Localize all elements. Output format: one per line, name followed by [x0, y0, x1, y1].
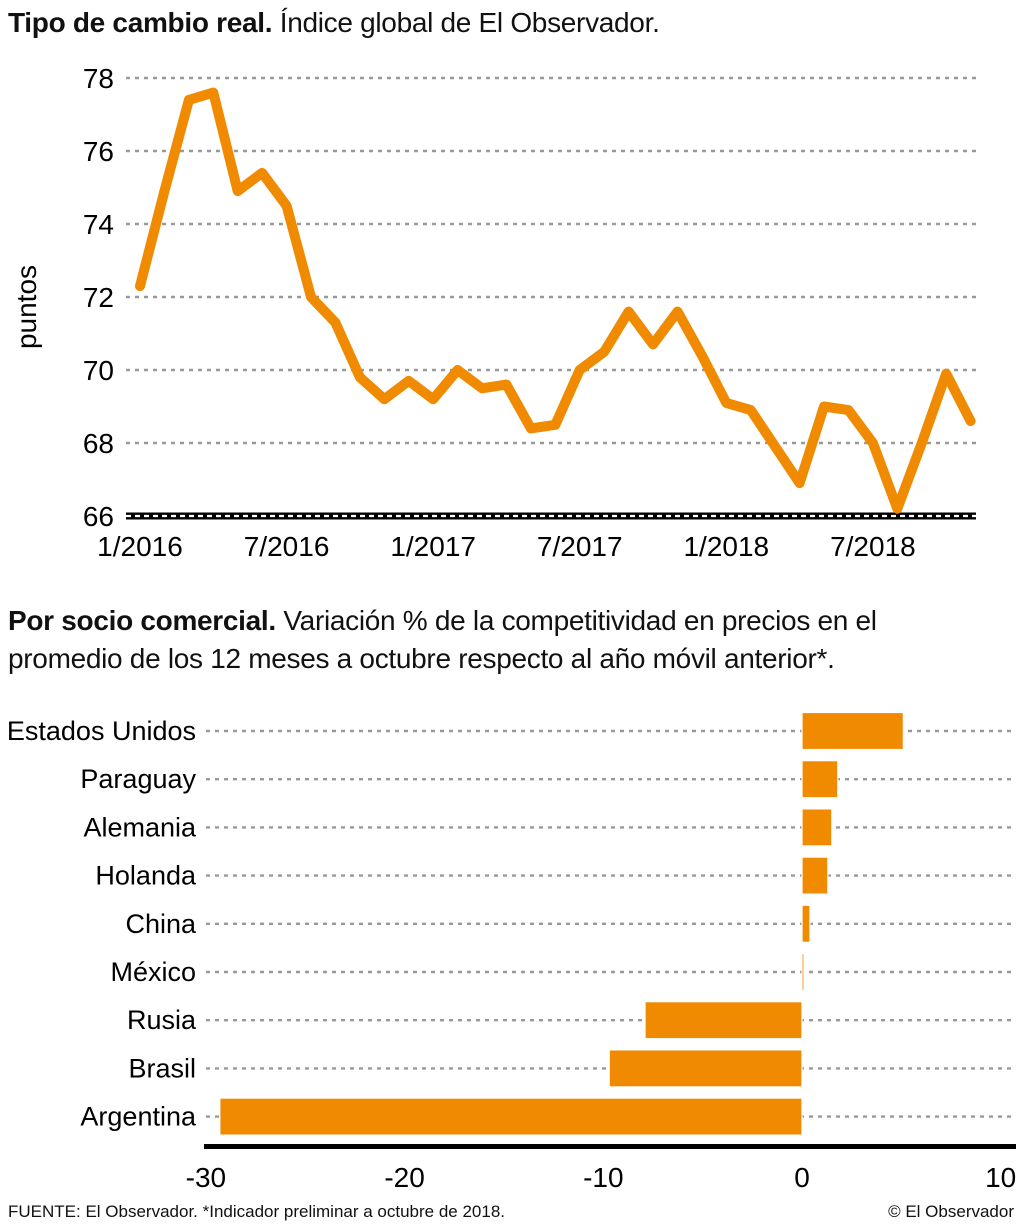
bar [801, 904, 811, 943]
bar-chart-title-rest: Variación % de la competitividad en prec… [8, 605, 877, 674]
line-chart-title: Tipo de cambio real. Índice global de El… [8, 4, 1008, 42]
bar-label: China [125, 909, 197, 939]
bar-x-tick-label: -10 [583, 1162, 623, 1193]
bar-x-tick-label: 10 [985, 1162, 1016, 1193]
bar-label: Argentina [80, 1102, 197, 1132]
x-tick-label: 1/2016 [97, 531, 183, 562]
bar-chart-title: Por socio comercial. Variación % de la c… [8, 602, 993, 678]
bar-x-tick-label: -30 [186, 1162, 226, 1193]
bar [644, 1001, 803, 1040]
bar-label: Alemania [83, 812, 197, 842]
bar [801, 808, 833, 847]
line-chart-title-rest: Índice global de El Observador. [272, 7, 660, 38]
footer-source-note: FUENTE: El Observador. *Indicador prelim… [8, 1202, 506, 1221]
bar [801, 856, 829, 895]
y-tick-label: 74 [83, 209, 114, 240]
footer-copyright: © El Observador [888, 1202, 1014, 1221]
bar-label: Brasil [128, 1053, 196, 1083]
line-series [135, 87, 976, 514]
bar [219, 1097, 803, 1136]
bar-label: Paraguay [80, 764, 196, 794]
bar [801, 760, 839, 799]
bar-label: Rusia [127, 1005, 197, 1035]
line-chart-title-lead: Tipo de cambio real. [8, 7, 273, 38]
bar [801, 952, 805, 992]
y-tick-label: 72 [83, 282, 114, 313]
x-tick-label: 1/2017 [390, 531, 476, 562]
bar-label: México [110, 957, 196, 987]
x-tick-label: 7/2017 [537, 531, 623, 562]
x-tick-label: 7/2018 [830, 531, 916, 562]
bar-chart: Estados Unidos Paraguay Alemania Holanda Chi… [7, 711, 1016, 1193]
bar [801, 711, 904, 751]
line-chart: 66 68 70 72 74 76 78 1/2016 7/2016 1/2017 7/2017 1/… [11, 63, 976, 562]
x-tick-label: 1/2018 [683, 531, 769, 562]
bar-x-tick-label: -20 [384, 1162, 424, 1193]
bar-chart-title-lead: Por socio comercial. [8, 605, 276, 636]
y-tick-label: 76 [83, 136, 114, 167]
y-tick-label: 70 [83, 355, 114, 386]
y-axis-title: puntos [11, 265, 42, 349]
bar [608, 1049, 803, 1088]
footer: FUENTE: El Observador. *Indicador prelim… [8, 1202, 1014, 1222]
bar-label: Holanda [95, 861, 197, 891]
y-tick-label: 68 [83, 428, 114, 459]
bar-x-axis [204, 1144, 1016, 1149]
bar-label: Estados Unidos [7, 716, 196, 746]
x-tick-label: 7/2016 [244, 531, 330, 562]
bar-x-tick-label: 0 [794, 1162, 810, 1193]
y-tick-label: 66 [83, 501, 114, 532]
y-tick-label: 78 [83, 63, 114, 94]
